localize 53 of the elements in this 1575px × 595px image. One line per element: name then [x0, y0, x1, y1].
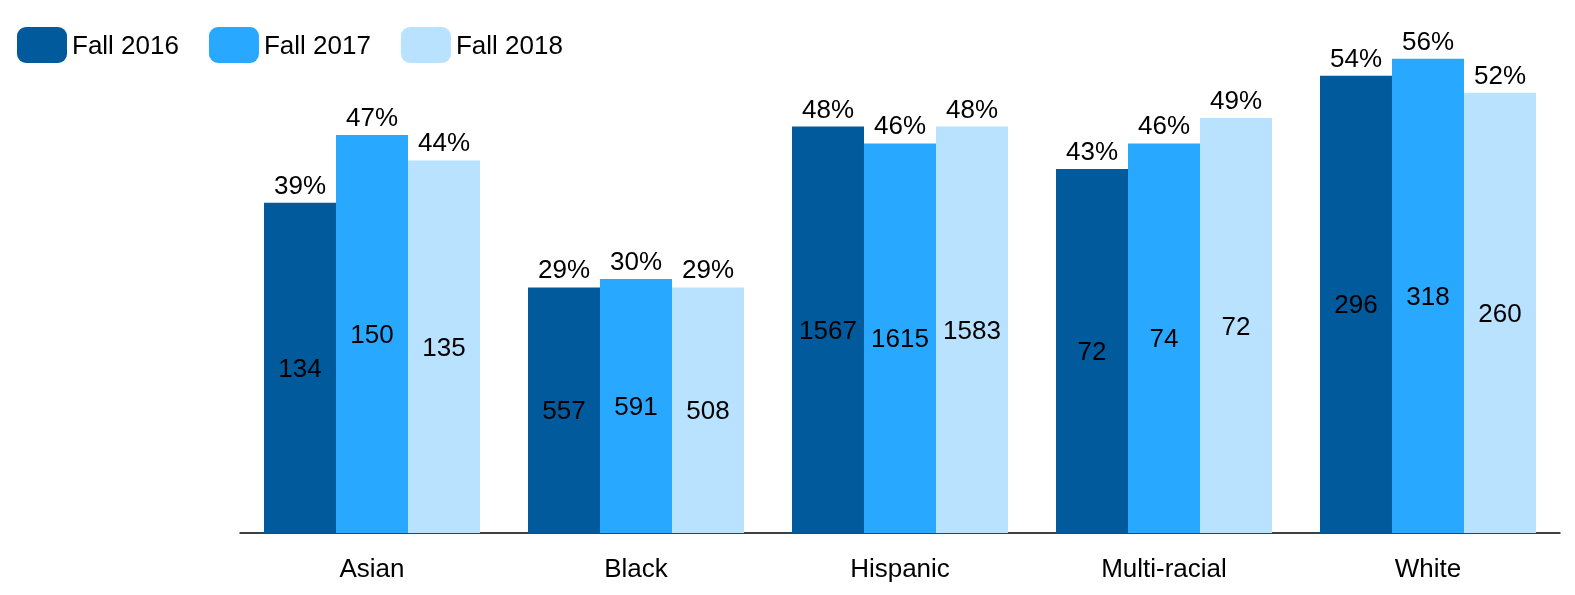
bar — [792, 126, 864, 533]
annotation: 508 — [686, 395, 730, 426]
bar — [1200, 118, 1272, 533]
annotation: 135 — [422, 331, 466, 362]
legend-label: Fall 2016 — [72, 30, 179, 60]
bar — [864, 143, 936, 533]
bar — [1392, 58, 1464, 533]
bar — [1056, 168, 1128, 533]
annotation: 74 — [1149, 323, 1179, 354]
data-label: 49% — [1209, 85, 1263, 116]
annotation: 260 — [1478, 297, 1522, 328]
bar — [336, 135, 408, 533]
bar — [600, 278, 672, 533]
data-label: 46% — [1137, 110, 1191, 141]
data-label: 39% — [273, 169, 327, 200]
legend-label: Fall 2018 — [455, 30, 563, 60]
data-label: 29% — [681, 254, 735, 285]
annotation: 134 — [278, 352, 322, 383]
bar — [408, 160, 480, 533]
data-label: 30% — [609, 245, 663, 276]
bar — [1464, 92, 1536, 533]
annotation: 150 — [350, 319, 394, 350]
annotation: 557 — [542, 395, 586, 426]
x-tick-label: Black — [604, 553, 669, 583]
annotation: 318 — [1406, 280, 1450, 311]
bar — [936, 126, 1008, 533]
data-label: 56% — [1401, 25, 1455, 56]
data-label: 44% — [417, 127, 471, 158]
bar — [264, 202, 336, 533]
x-tick-label: Asian — [339, 553, 405, 583]
data-label: 47% — [345, 102, 399, 133]
data-label: 52% — [1473, 59, 1527, 90]
annotation: 1615 — [871, 323, 929, 354]
data-label: 54% — [1329, 42, 1383, 73]
x-tick-label: Hispanic — [850, 553, 950, 583]
annotation: 72 — [1077, 335, 1107, 366]
bar — [1128, 143, 1200, 533]
bar — [528, 287, 600, 533]
data-label: 29% — [537, 254, 591, 285]
data-label: 48% — [801, 93, 855, 124]
annotation: 296 — [1334, 289, 1378, 320]
data-label: 43% — [1065, 135, 1119, 166]
legend-label: Fall 2017 — [263, 30, 371, 60]
bar — [672, 287, 744, 533]
data-label: 48% — [945, 93, 999, 124]
annotation: 1583 — [943, 314, 1001, 345]
annotation: 1567 — [799, 314, 857, 345]
x-tick-label: Multi-racial — [1101, 553, 1227, 583]
bar — [1320, 75, 1392, 533]
annotation: 72 — [1221, 310, 1251, 341]
data-label: 46% — [873, 110, 927, 141]
annotation: 591 — [614, 390, 658, 421]
x-tick-label: White — [1394, 553, 1462, 583]
